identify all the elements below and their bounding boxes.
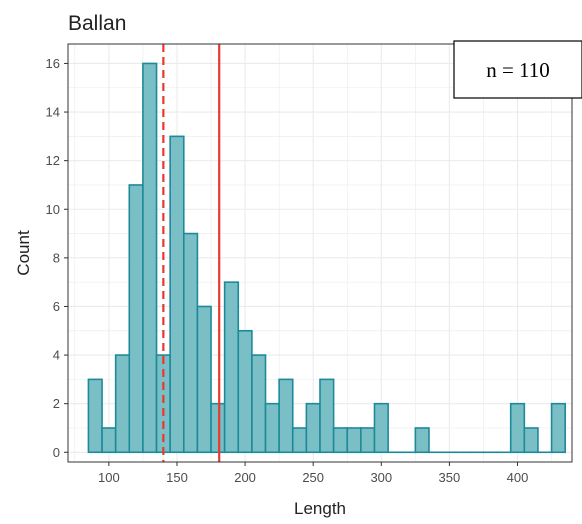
histogram-bar (196, 305, 212, 454)
n-annotation-box: n = 110 (453, 40, 582, 99)
histogram-bar (169, 135, 185, 454)
x-tick-label: 350 (439, 470, 461, 485)
histogram-bar (128, 184, 144, 454)
histogram-bar (360, 427, 376, 454)
y-axis-ticks: 0 2 4 6 8 10 12 14 16 (46, 56, 68, 460)
histogram-bar (305, 402, 321, 454)
histogram-bar (101, 427, 117, 454)
x-tick-label: 200 (234, 470, 256, 485)
histogram-bar (264, 402, 280, 454)
histogram-bar (237, 329, 253, 454)
chart-title: Ballan (68, 12, 126, 35)
x-tick-label: 300 (370, 470, 392, 485)
x-tick-label: 100 (98, 470, 120, 485)
histogram-bar (114, 354, 131, 454)
reference-lines (162, 44, 221, 462)
histogram-bar (373, 402, 389, 454)
y-tick-label: 6 (53, 299, 60, 314)
histogram-bar (182, 232, 199, 454)
x-axis-ticks: 100 150 200 250 300 350 400 (98, 462, 528, 485)
y-tick-label: 2 (53, 396, 60, 411)
n-annotation-frame (453, 40, 582, 99)
x-tick-label: 150 (166, 470, 188, 485)
histogram-bar (550, 402, 566, 454)
y-tick-label: 12 (46, 153, 60, 168)
n-annotation-label: n = 110 (486, 58, 550, 82)
y-tick-label: 8 (53, 250, 60, 265)
histogram-bar (291, 427, 308, 454)
histogram-bar (87, 378, 103, 454)
histogram-bar (319, 378, 335, 454)
panel-border (67, 43, 573, 463)
histogram-bar (223, 281, 240, 454)
histogram-bar (332, 427, 349, 454)
x-tick-label: 250 (302, 470, 324, 485)
x-axis-title: Length (294, 499, 346, 518)
histogram-bar (509, 402, 526, 454)
histogram-bar (210, 402, 226, 454)
y-tick-label: 10 (46, 202, 60, 217)
y-tick-label: 4 (53, 348, 60, 363)
histogram-bar (346, 427, 362, 454)
histogram-bar (414, 427, 430, 454)
bars-group (87, 62, 566, 454)
y-tick-label: 16 (46, 56, 60, 71)
y-axis-title: Count (14, 230, 33, 276)
histogram-bar (523, 427, 539, 454)
histogram-bar (142, 62, 158, 454)
y-tick-label: 14 (46, 105, 60, 120)
histogram-bar (251, 354, 267, 454)
y-tick-label: 0 (53, 445, 60, 460)
histogram-bar (278, 378, 294, 454)
x-tick-label: 400 (507, 470, 529, 485)
